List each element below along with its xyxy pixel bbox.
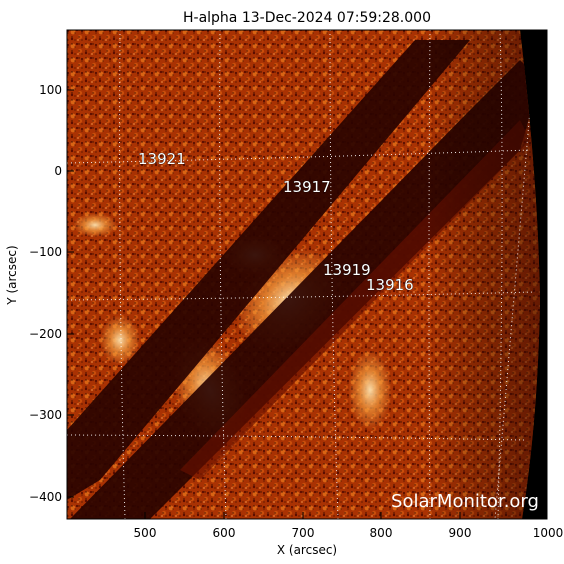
solarmonitor-watermark: SolarMonitor.org xyxy=(391,491,539,512)
solar-disk xyxy=(67,30,540,519)
axis-ticks xyxy=(67,89,540,519)
active-region-label: 13917 xyxy=(283,178,331,196)
x-tick-label: 1000 xyxy=(533,526,564,540)
y-tick-label: −400 xyxy=(29,490,62,504)
y-axis-label: Y (arcsec) xyxy=(5,245,19,305)
x-tick-label: 600 xyxy=(213,526,236,540)
y-tick-label: 0 xyxy=(54,164,62,178)
x-axis-label: X (arcsec) xyxy=(277,543,337,557)
active-region-label: 13916 xyxy=(366,276,414,294)
y-tick-label: −300 xyxy=(29,408,62,422)
active-region-label: 13921 xyxy=(138,150,186,168)
y-tick-label: 100 xyxy=(39,83,62,97)
y-tick-labels: 100 0 −100 −200 −300 −400 xyxy=(29,83,62,504)
x-tick-label: 800 xyxy=(370,526,393,540)
y-tick-label: −200 xyxy=(29,327,62,341)
x-tick-label: 700 xyxy=(292,526,315,540)
x-tick-labels: 500 600 700 800 900 1000 xyxy=(134,526,564,540)
x-tick-label: 500 xyxy=(134,526,157,540)
plot-frame xyxy=(66,29,548,520)
active-region-labels: 13921 13917 13919 13916 xyxy=(138,150,414,295)
y-tick-label: −100 xyxy=(29,245,62,259)
heliographic-grid xyxy=(67,30,536,519)
x-tick-label: 900 xyxy=(449,526,472,540)
active-region-label: 13919 xyxy=(323,261,371,279)
image-title: H-alpha 13-Dec-2024 07:59:28.000 xyxy=(183,10,431,26)
